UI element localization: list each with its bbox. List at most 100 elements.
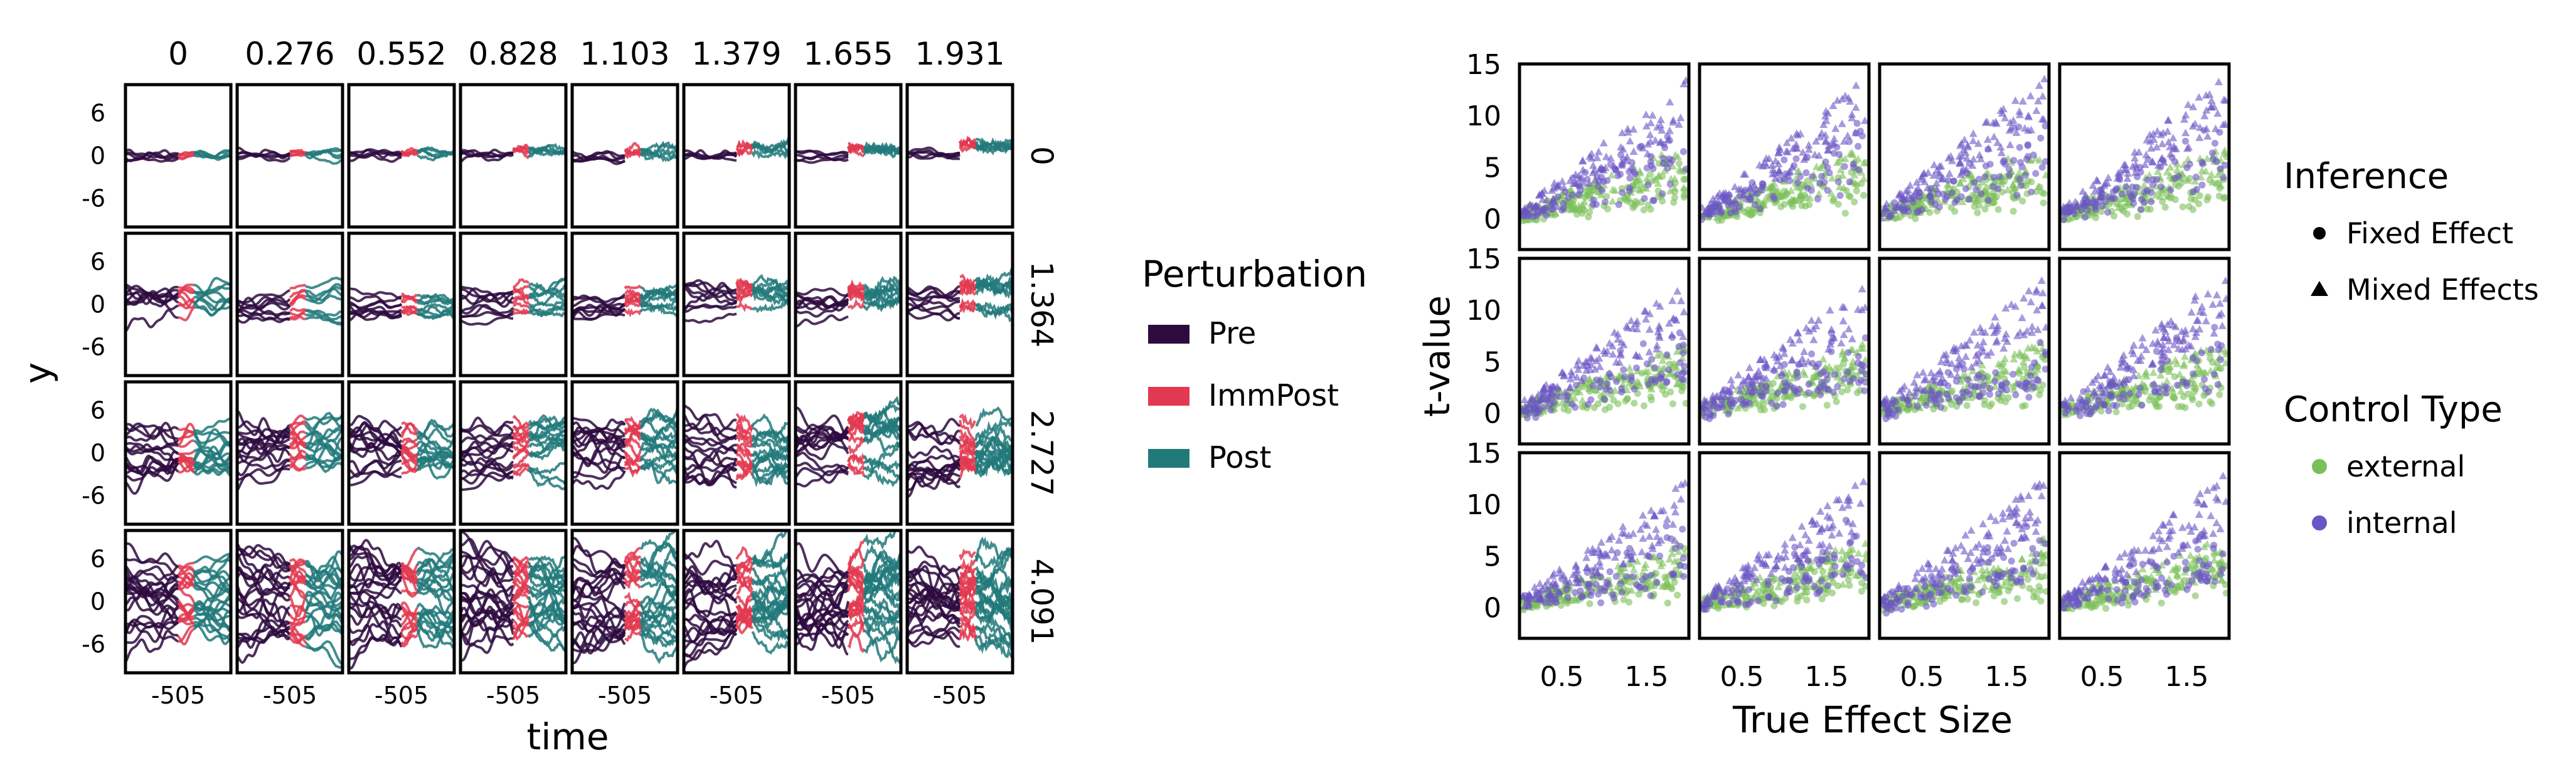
data-point-external-mixed [1570, 394, 1579, 402]
series-line-pre [125, 621, 179, 645]
data-point-internal-mixed [1881, 404, 1890, 412]
series-line-immpost [178, 286, 195, 292]
data-point-internal-mixed [1945, 169, 1954, 177]
series-line-immpost [736, 148, 753, 157]
data-point-internal-fixed [1618, 589, 1626, 596]
data-point-internal-mixed [1590, 166, 1599, 174]
scatter-panel [2058, 62, 2231, 251]
series-line-immpost [847, 413, 866, 433]
data-point-internal-mixed [2180, 115, 2189, 123]
data-point-external-mixed [2149, 368, 2158, 376]
data-point-internal-mixed [1569, 571, 1578, 578]
series-line-post [528, 415, 566, 441]
data-point-external-fixed [2159, 198, 2166, 205]
data-point-internal-fixed [1577, 587, 1584, 594]
series-line-post [975, 579, 1013, 606]
series-line-post [640, 149, 678, 163]
data-point-internal-fixed [1984, 145, 1992, 153]
data-point-external-fixed [1812, 373, 1819, 381]
data-point-internal-fixed [1679, 148, 1687, 156]
data-point-internal-mixed [2191, 119, 2200, 127]
data-point-internal-mixed [1852, 81, 1860, 89]
data-point-internal-fixed [2210, 156, 2217, 163]
data-point-internal-fixed [1935, 391, 1943, 398]
facet-row-label: 4.091 [1024, 559, 1059, 645]
data-point-internal-mixed [2141, 161, 2149, 168]
data-point-external-mixed [2173, 359, 2181, 367]
data-point-internal-mixed [2196, 123, 2205, 131]
data-point-external-mixed [1994, 177, 2003, 185]
series-line-pre [572, 596, 626, 620]
data-point-internal-fixed [1992, 369, 1999, 376]
data-point-internal-fixed [2140, 199, 2148, 206]
series-line-post [863, 418, 901, 433]
data-point-internal-mixed [1920, 376, 1929, 384]
panel-frame [459, 380, 568, 526]
panel-frame [235, 83, 344, 229]
data-point-internal-mixed [1730, 182, 1739, 191]
data-point-external-mixed [1676, 167, 1685, 175]
data-point-internal-mixed [1676, 113, 1685, 122]
series-line-post [640, 610, 678, 640]
series-line-immpost [289, 150, 306, 156]
data-point-internal-fixed [1793, 368, 1801, 376]
data-point-external-mixed [1839, 183, 1848, 191]
series-line-immpost [624, 449, 642, 466]
series-line-post [863, 616, 901, 639]
data-point-internal-fixed [1585, 580, 1592, 588]
data-point-internal-fixed [1979, 389, 1987, 396]
series-line-pre [125, 604, 179, 643]
series-line-immpost [178, 461, 195, 473]
data-point-internal-fixed [2135, 391, 2142, 398]
data-point-external-fixed [2134, 213, 2141, 220]
data-point-internal-mixed [1755, 356, 1764, 364]
data-point-internal-mixed [2189, 102, 2198, 110]
series-line-post [751, 137, 789, 156]
series-line-post [305, 294, 343, 305]
data-point-internal-fixed [2116, 174, 2123, 181]
series-line-pre [907, 290, 961, 300]
data-point-internal-fixed [2038, 164, 2046, 171]
x-tick-label: -505 [710, 682, 764, 709]
series-line-post [193, 569, 231, 591]
x-tick-label: -505 [933, 682, 987, 709]
series-line-immpost [512, 308, 530, 315]
data-point-internal-mixed [1679, 307, 1688, 315]
series-line-post [863, 543, 901, 568]
data-point-internal-mixed [1708, 201, 1716, 209]
data-point-external-fixed [1994, 206, 2002, 213]
data-point-internal-mixed [2110, 373, 2119, 381]
data-point-internal-mixed [1637, 547, 1646, 556]
data-point-internal-fixed [2211, 371, 2218, 378]
data-point-internal-mixed [1787, 134, 1796, 142]
series-line-post [752, 283, 789, 300]
data-point-internal-mixed [2026, 297, 2035, 305]
series-line-immpost [512, 609, 530, 623]
data-point-external-mixed [1609, 185, 1617, 193]
data-point-internal-mixed [2033, 305, 2041, 314]
data-point-internal-mixed [2185, 340, 2193, 349]
data-point-external-fixed [2161, 204, 2169, 211]
data-point-external-fixed [1951, 208, 1959, 215]
data-point-internal-fixed [1641, 195, 1648, 202]
data-point-external-fixed [2025, 177, 2031, 185]
data-point-internal-mixed [1962, 341, 1971, 349]
data-point-internal-mixed [1589, 161, 1597, 169]
time-series-panel [124, 83, 233, 229]
series-line-immpost [177, 603, 194, 621]
series-line-post [974, 140, 1013, 156]
data-point-internal-mixed [1919, 368, 1927, 376]
data-point-external-mixed [1977, 361, 1986, 369]
series-line-immpost [513, 451, 530, 467]
series-line-pre [684, 282, 737, 298]
data-point-external-fixed [1626, 598, 1632, 606]
data-point-internal-mixed [2089, 181, 2097, 189]
data-point-internal-mixed [1641, 307, 1650, 315]
series-line-post [528, 561, 566, 588]
data-point-internal-fixed [2201, 376, 2208, 383]
data-point-internal-fixed [1977, 190, 1985, 198]
data-point-external-fixed [2178, 179, 2185, 187]
series-line-pre [237, 309, 290, 324]
time-series-panel [459, 380, 568, 526]
